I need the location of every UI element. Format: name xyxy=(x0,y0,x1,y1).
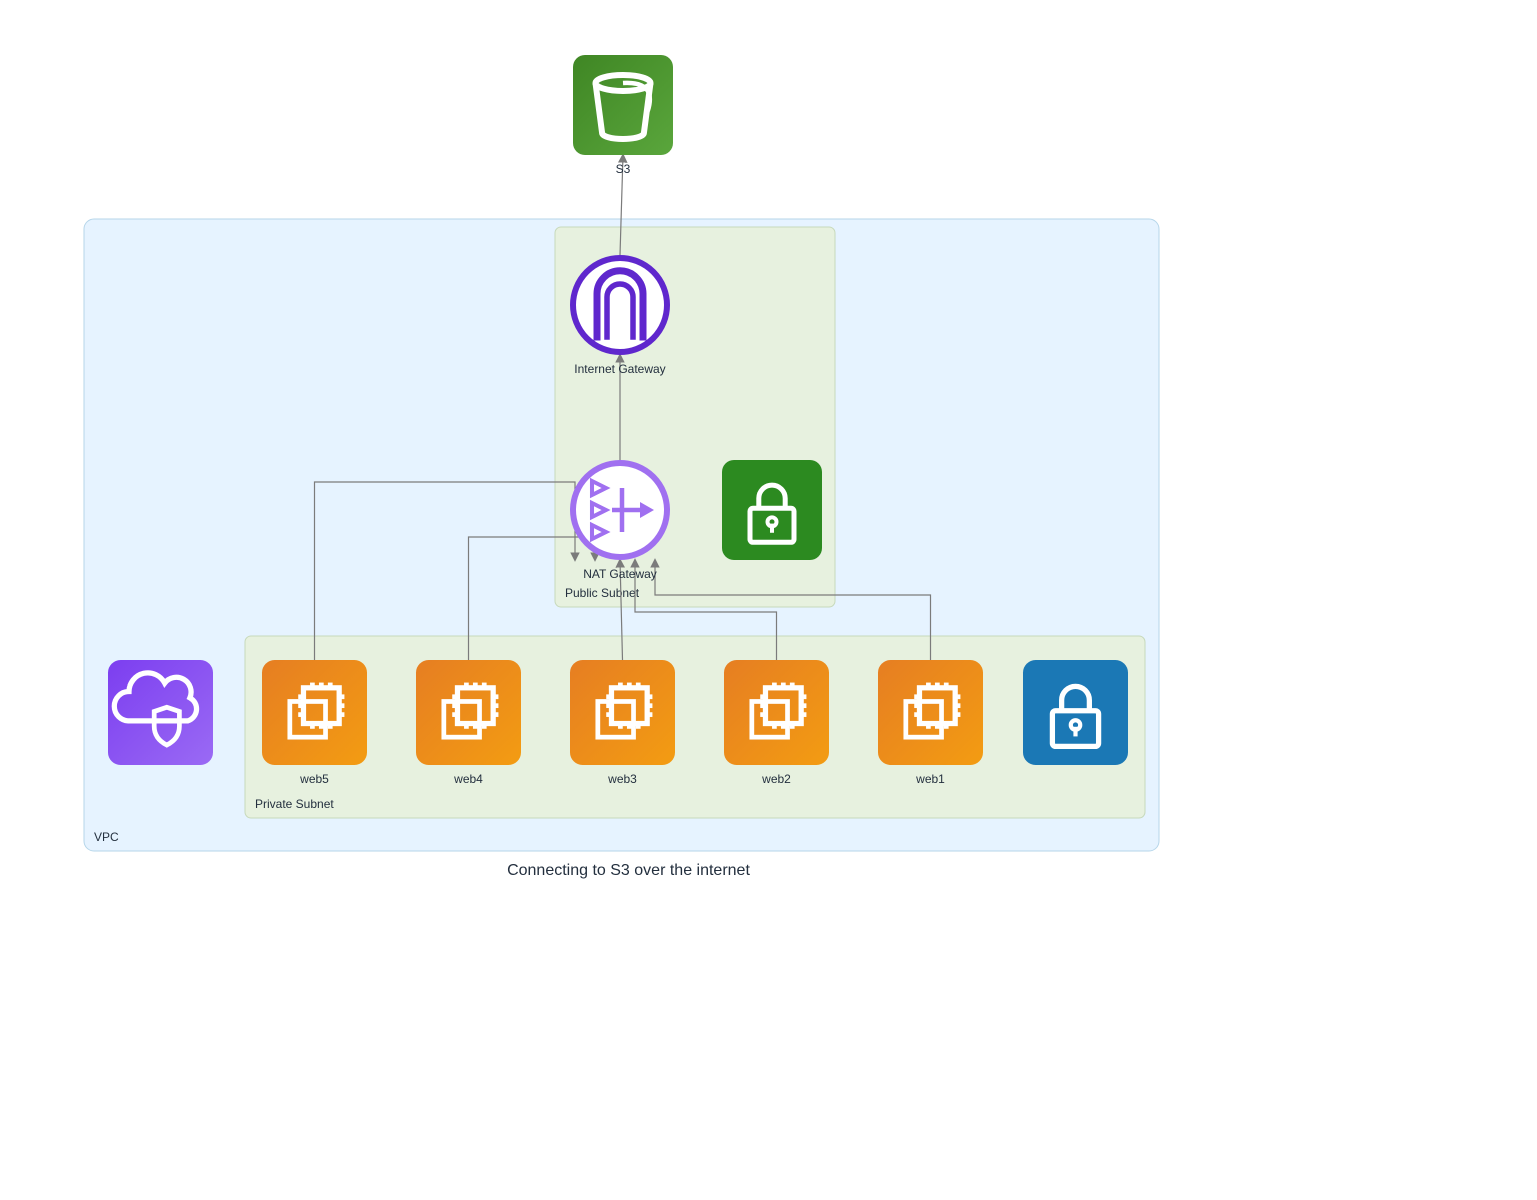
node-label-web4: web4 xyxy=(453,772,483,786)
node-label-nat: NAT Gateway xyxy=(583,567,657,581)
container-label-private: Private Subnet xyxy=(255,797,334,811)
node-cloud xyxy=(108,660,213,765)
container-label-public: Public Subnet xyxy=(565,586,640,600)
node-sg1 xyxy=(722,460,822,560)
node-label-web2: web2 xyxy=(761,772,791,786)
node-sg2 xyxy=(1023,660,1128,765)
node-label-web5: web5 xyxy=(299,772,329,786)
node-label-web1: web1 xyxy=(915,772,945,786)
node-label-web3: web3 xyxy=(607,772,637,786)
diagram-caption: Connecting to S3 over the internet xyxy=(507,862,750,879)
node-label-igw: Internet Gateway xyxy=(574,362,665,376)
container-private: Private Subnet xyxy=(245,636,1145,818)
container-label-vpc: VPC xyxy=(94,830,119,844)
node-label-s3: S3 xyxy=(616,162,631,176)
architecture-diagram: VPC Public Subnet Private Subnet S3 Internet… xyxy=(0,0,1537,1200)
